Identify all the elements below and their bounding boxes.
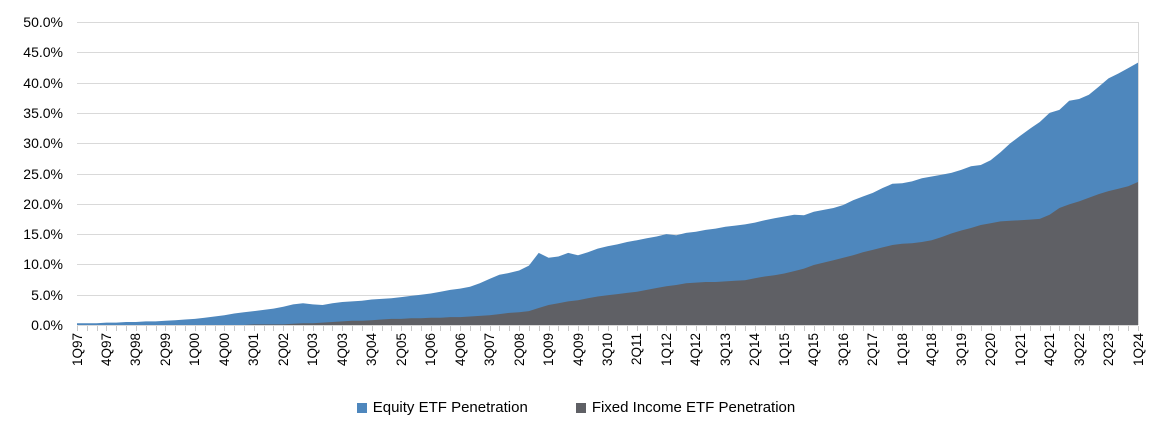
x-tick-label: 3Q04 <box>364 333 380 367</box>
y-tick-label: 25.0% <box>23 165 63 182</box>
y-tick-label: 5.0% <box>31 286 63 303</box>
y-tick-label: 50.0% <box>23 14 63 30</box>
x-tick-label: 4Q21 <box>1042 333 1058 367</box>
y-tick-label: 35.0% <box>23 104 63 121</box>
y-tick-label: 20.0% <box>23 195 63 212</box>
x-tick-label: 4Q03 <box>334 333 350 367</box>
legend-item-equity: Equity ETF Penetration <box>356 399 528 416</box>
x-tick-label: 1Q09 <box>541 333 557 367</box>
x-tick-label: 4Q97 <box>98 333 114 367</box>
x-tick-label: 1Q18 <box>894 333 910 367</box>
x-tick-label: 2Q08 <box>511 333 527 367</box>
x-tick-label: 4Q06 <box>452 333 468 367</box>
x-tick-label: 1Q24 <box>1130 333 1146 367</box>
x-tick-label: 4Q18 <box>924 333 940 367</box>
x-tick-label: 4Q15 <box>806 333 822 367</box>
x-tick-label: 1Q06 <box>423 333 439 367</box>
area-series-1 <box>77 182 1138 325</box>
legend-label-equity: Equity ETF Penetration <box>372 399 528 416</box>
y-tick-label: 30.0% <box>23 135 63 152</box>
x-tick-label: 1Q15 <box>776 333 792 367</box>
y-tick-label: 45.0% <box>23 44 63 61</box>
y-tick-label: 40.0% <box>23 74 63 91</box>
x-tick-label: 4Q12 <box>688 333 704 367</box>
x-tick-label: 1Q00 <box>187 333 203 367</box>
x-tick-label: 3Q10 <box>600 333 615 367</box>
y-tick-label: 10.0% <box>23 256 63 273</box>
x-tick-label: 2Q05 <box>393 333 409 367</box>
x-tick-label: 4Q09 <box>570 333 586 367</box>
x-tick-label: 2Q20 <box>983 333 999 367</box>
x-tick-label: 2Q02 <box>275 333 291 367</box>
x-tick-label: 2Q14 <box>747 333 763 367</box>
y-tick-label: 0.0% <box>31 317 63 333</box>
legend: Equity ETF Penetration Fixed Income ETF … <box>0 399 1152 416</box>
equity-series-swatch-icon <box>356 402 367 413</box>
x-tick-label: 2Q99 <box>157 333 173 367</box>
x-tick-label: 3Q16 <box>835 333 851 367</box>
legend-label-fixed-income: Fixed Income ETF Penetration <box>591 399 796 416</box>
x-tick-label: 2Q17 <box>865 333 881 367</box>
x-tick-label: 4Q00 <box>216 333 232 367</box>
y-tick-label: 15.0% <box>23 226 63 243</box>
x-tick-label: 3Q01 <box>246 333 262 367</box>
fixed-income-series-swatch-icon <box>575 402 586 413</box>
x-tick-label: 3Q07 <box>482 333 498 367</box>
x-tick-label: 3Q13 <box>717 333 733 367</box>
x-tick-label: 1Q12 <box>658 333 674 367</box>
x-tick-label: 1Q97 <box>69 333 85 367</box>
legend-item-fixed-income: Fixed Income ETF Penetration <box>575 399 796 416</box>
x-tick-label: 2Q23 <box>1101 333 1117 367</box>
x-tick-label: 2Q11 <box>629 333 645 366</box>
x-tick-label: 3Q98 <box>128 333 144 367</box>
x-tick-label: 1Q21 <box>1012 333 1028 367</box>
x-tick-label: 1Q03 <box>305 333 321 367</box>
x-tick-label: 3Q22 <box>1071 333 1087 367</box>
x-tick-label: 3Q19 <box>953 333 969 367</box>
